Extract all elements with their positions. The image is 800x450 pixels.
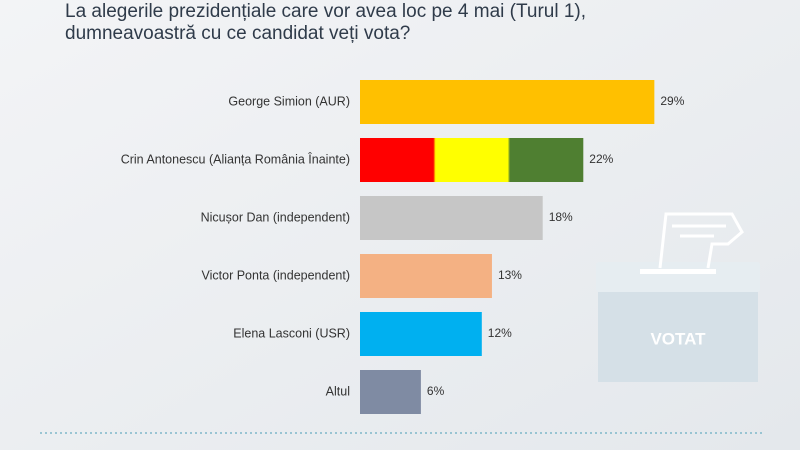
icon-label: VOTAT [650, 329, 706, 348]
category-label: Elena Lasconi (USR) [233, 326, 350, 340]
bar [360, 80, 655, 124]
ballot-box: VOTAT [596, 212, 760, 382]
category-label: Victor Ponta (independent) [202, 268, 350, 282]
bar [360, 138, 584, 182]
chart-title: dumneavoastră cu ce candidat veți vota? [65, 23, 410, 44]
value-label: 6% [427, 384, 445, 398]
bar [360, 196, 543, 240]
value-label: 22% [589, 152, 613, 166]
value-label: 12% [488, 326, 512, 340]
bar [360, 370, 421, 414]
category-label: George Simion (AUR) [228, 94, 350, 108]
value-label: 13% [498, 268, 522, 282]
chart-title: La alegerile prezidențiale care vor avea… [65, 1, 586, 22]
category-label: Nicușor Dan (independent) [201, 210, 350, 224]
bar [360, 312, 482, 356]
value-label: 18% [549, 210, 573, 224]
category-label: Altul [326, 384, 350, 398]
value-label: 29% [660, 94, 684, 108]
category-label: Crin Antonescu (Alianța România Înainte) [121, 151, 350, 166]
bar [360, 254, 492, 298]
